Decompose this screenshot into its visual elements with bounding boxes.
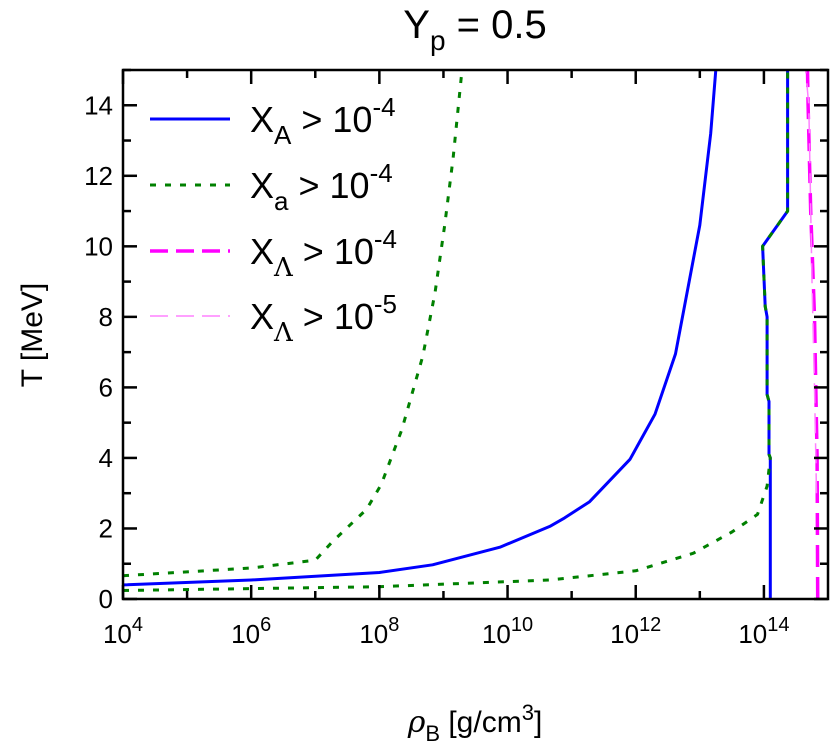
y-tick-label: 14 [84,90,113,120]
x-axis-label: ρB [g/cm3] [407,700,543,743]
y-tick-label: 4 [99,443,113,473]
plot-frame [121,68,830,601]
plot-area [122,69,820,600]
x-tick-label: 1014 [738,614,789,649]
series-0-line-0 [122,69,718,587]
legend-label: Xa > 10-4 [250,158,393,216]
legend-label: XΛ > 10-4 [250,224,397,283]
chart-title: Yp = 0.5 [403,3,546,56]
x-tick-label: 108 [359,614,399,649]
y-tick-label: 2 [99,513,113,543]
series-1-line-0 [122,69,464,578]
series-3-line-0 [804,69,818,494]
y-tick-label: 0 [99,584,113,614]
series-1-line-1 [122,70,790,592]
y-tick-label: 10 [84,231,113,261]
legend-label: XA > 10-4 [250,92,396,150]
x-tick-label: 1010 [482,614,533,649]
x-tick-label: 106 [231,614,271,649]
x-tick-label: 104 [103,614,143,649]
y-tick-label: 6 [99,372,113,402]
y-tick-label: 8 [99,302,113,332]
y-tick-label: 12 [84,161,113,191]
legend: XA > 10-4 Xa > 10-4 XΛ > 10-4 XΛ > 10-5 [150,92,397,348]
y-axis-label: T [MeV] [16,283,49,387]
legend-label: XΛ > 10-5 [250,289,397,348]
x-tick-label: 1012 [610,614,661,649]
